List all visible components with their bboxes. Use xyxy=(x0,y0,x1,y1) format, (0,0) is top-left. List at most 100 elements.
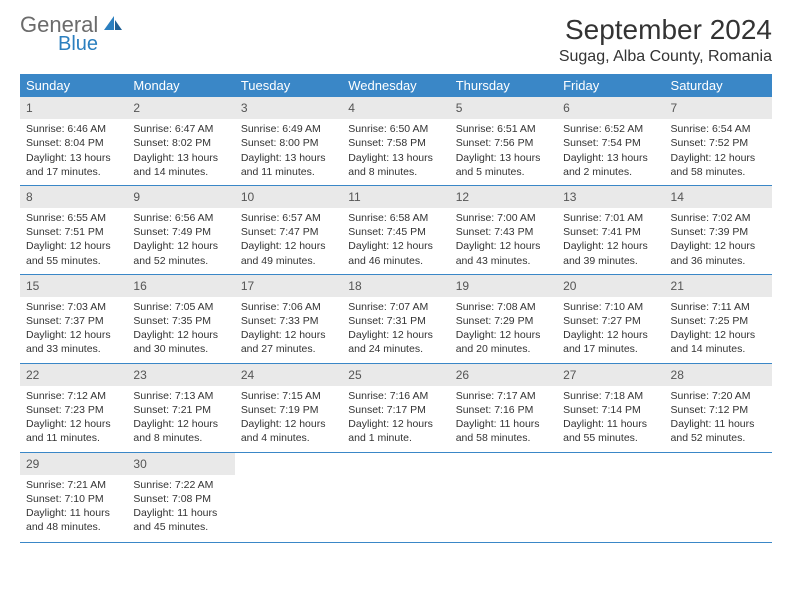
day-content: Sunrise: 7:00 AMSunset: 7:43 PMDaylight:… xyxy=(450,208,557,274)
sunrise-text: Sunrise: 6:57 AM xyxy=(241,211,336,225)
sunset-text: Sunset: 7:47 PM xyxy=(241,225,336,239)
day-cell xyxy=(665,453,772,541)
sunset-text: Sunset: 7:27 PM xyxy=(563,314,658,328)
daylight-text-line2: and 46 minutes. xyxy=(348,254,443,268)
day-cell: 8Sunrise: 6:55 AMSunset: 7:51 PMDaylight… xyxy=(20,186,127,274)
weekday-header: Saturday xyxy=(665,74,772,97)
sunset-text: Sunset: 7:39 PM xyxy=(671,225,766,239)
day-number: 5 xyxy=(450,97,557,119)
day-content: Sunrise: 7:07 AMSunset: 7:31 PMDaylight:… xyxy=(342,297,449,363)
daylight-text-line2: and 43 minutes. xyxy=(456,254,551,268)
day-content: Sunrise: 6:47 AMSunset: 8:02 PMDaylight:… xyxy=(127,119,234,185)
daylight-text-line2: and 49 minutes. xyxy=(241,254,336,268)
daylight-text-line2: and 24 minutes. xyxy=(348,342,443,356)
daylight-text-line1: Daylight: 12 hours xyxy=(348,417,443,431)
sunrise-text: Sunrise: 7:20 AM xyxy=(671,389,766,403)
day-number: 2 xyxy=(127,97,234,119)
day-cell: 29Sunrise: 7:21 AMSunset: 7:10 PMDayligh… xyxy=(20,453,127,541)
sunrise-text: Sunrise: 6:50 AM xyxy=(348,122,443,136)
week-row: 8Sunrise: 6:55 AMSunset: 7:51 PMDaylight… xyxy=(20,185,772,274)
daylight-text-line2: and 1 minute. xyxy=(348,431,443,445)
day-cell: 22Sunrise: 7:12 AMSunset: 7:23 PMDayligh… xyxy=(20,364,127,452)
daylight-text-line1: Daylight: 12 hours xyxy=(241,417,336,431)
daylight-text-line2: and 30 minutes. xyxy=(133,342,228,356)
sunrise-text: Sunrise: 7:10 AM xyxy=(563,300,658,314)
sunset-text: Sunset: 7:14 PM xyxy=(563,403,658,417)
weekday-header: Monday xyxy=(127,74,234,97)
day-number: 13 xyxy=(557,186,664,208)
sunset-text: Sunset: 7:23 PM xyxy=(26,403,121,417)
day-number: 16 xyxy=(127,275,234,297)
sunrise-text: Sunrise: 6:52 AM xyxy=(563,122,658,136)
sunset-text: Sunset: 8:00 PM xyxy=(241,136,336,150)
day-content: Sunrise: 7:13 AMSunset: 7:21 PMDaylight:… xyxy=(127,386,234,452)
day-cell: 21Sunrise: 7:11 AMSunset: 7:25 PMDayligh… xyxy=(665,275,772,363)
page-header: General Blue September 2024 Sugag, Alba … xyxy=(20,14,772,66)
daylight-text-line1: Daylight: 13 hours xyxy=(563,151,658,165)
day-cell: 3Sunrise: 6:49 AMSunset: 8:00 PMDaylight… xyxy=(235,97,342,185)
sunrise-text: Sunrise: 7:05 AM xyxy=(133,300,228,314)
day-cell: 20Sunrise: 7:10 AMSunset: 7:27 PMDayligh… xyxy=(557,275,664,363)
daylight-text-line2: and 27 minutes. xyxy=(241,342,336,356)
day-cell: 26Sunrise: 7:17 AMSunset: 7:16 PMDayligh… xyxy=(450,364,557,452)
day-cell: 15Sunrise: 7:03 AMSunset: 7:37 PMDayligh… xyxy=(20,275,127,363)
sunset-text: Sunset: 7:37 PM xyxy=(26,314,121,328)
sunrise-text: Sunrise: 7:17 AM xyxy=(456,389,551,403)
day-number: 24 xyxy=(235,364,342,386)
sunset-text: Sunset: 8:02 PM xyxy=(133,136,228,150)
sunset-text: Sunset: 7:58 PM xyxy=(348,136,443,150)
calendar: Sunday Monday Tuesday Wednesday Thursday… xyxy=(20,74,772,540)
daylight-text-line2: and 5 minutes. xyxy=(456,165,551,179)
sunset-text: Sunset: 8:04 PM xyxy=(26,136,121,150)
day-number: 17 xyxy=(235,275,342,297)
sunrise-text: Sunrise: 7:07 AM xyxy=(348,300,443,314)
sunrise-text: Sunrise: 6:56 AM xyxy=(133,211,228,225)
daylight-text-line2: and 17 minutes. xyxy=(563,342,658,356)
week-row: 15Sunrise: 7:03 AMSunset: 7:37 PMDayligh… xyxy=(20,274,772,363)
day-number: 23 xyxy=(127,364,234,386)
sunrise-text: Sunrise: 7:15 AM xyxy=(241,389,336,403)
day-content: Sunrise: 7:15 AMSunset: 7:19 PMDaylight:… xyxy=(235,386,342,452)
day-cell xyxy=(235,453,342,541)
day-content: Sunrise: 7:22 AMSunset: 7:08 PMDaylight:… xyxy=(127,475,234,541)
day-cell: 14Sunrise: 7:02 AMSunset: 7:39 PMDayligh… xyxy=(665,186,772,274)
sunset-text: Sunset: 7:21 PM xyxy=(133,403,228,417)
daylight-text-line2: and 55 minutes. xyxy=(26,254,121,268)
day-number: 8 xyxy=(20,186,127,208)
daylight-text-line1: Daylight: 12 hours xyxy=(133,239,228,253)
sunrise-text: Sunrise: 6:58 AM xyxy=(348,211,443,225)
sunset-text: Sunset: 7:08 PM xyxy=(133,492,228,506)
day-content: Sunrise: 6:54 AMSunset: 7:52 PMDaylight:… xyxy=(665,119,772,185)
daylight-text-line1: Daylight: 12 hours xyxy=(241,328,336,342)
day-cell: 1Sunrise: 6:46 AMSunset: 8:04 PMDaylight… xyxy=(20,97,127,185)
day-cell: 7Sunrise: 6:54 AMSunset: 7:52 PMDaylight… xyxy=(665,97,772,185)
sunrise-text: Sunrise: 7:11 AM xyxy=(671,300,766,314)
day-cell: 25Sunrise: 7:16 AMSunset: 7:17 PMDayligh… xyxy=(342,364,449,452)
daylight-text-line1: Daylight: 12 hours xyxy=(671,239,766,253)
sunset-text: Sunset: 7:52 PM xyxy=(671,136,766,150)
daylight-text-line1: Daylight: 12 hours xyxy=(133,328,228,342)
daylight-text-line1: Daylight: 12 hours xyxy=(241,239,336,253)
day-content: Sunrise: 7:12 AMSunset: 7:23 PMDaylight:… xyxy=(20,386,127,452)
sunset-text: Sunset: 7:49 PM xyxy=(133,225,228,239)
sunset-text: Sunset: 7:41 PM xyxy=(563,225,658,239)
day-cell: 18Sunrise: 7:07 AMSunset: 7:31 PMDayligh… xyxy=(342,275,449,363)
day-content: Sunrise: 7:21 AMSunset: 7:10 PMDaylight:… xyxy=(20,475,127,541)
day-number: 30 xyxy=(127,453,234,475)
daylight-text-line2: and 11 minutes. xyxy=(26,431,121,445)
day-cell: 27Sunrise: 7:18 AMSunset: 7:14 PMDayligh… xyxy=(557,364,664,452)
day-content: Sunrise: 6:50 AMSunset: 7:58 PMDaylight:… xyxy=(342,119,449,185)
sunrise-text: Sunrise: 7:13 AM xyxy=(133,389,228,403)
day-number: 6 xyxy=(557,97,664,119)
day-cell: 19Sunrise: 7:08 AMSunset: 7:29 PMDayligh… xyxy=(450,275,557,363)
day-number: 26 xyxy=(450,364,557,386)
sunrise-text: Sunrise: 7:12 AM xyxy=(26,389,121,403)
daylight-text-line2: and 52 minutes. xyxy=(133,254,228,268)
sunset-text: Sunset: 7:17 PM xyxy=(348,403,443,417)
daylight-text-line1: Daylight: 12 hours xyxy=(456,239,551,253)
sunrise-text: Sunrise: 7:08 AM xyxy=(456,300,551,314)
daylight-text-line1: Daylight: 13 hours xyxy=(133,151,228,165)
logo: General Blue xyxy=(20,14,124,54)
sunrise-text: Sunrise: 6:54 AM xyxy=(671,122,766,136)
sunrise-text: Sunrise: 7:01 AM xyxy=(563,211,658,225)
